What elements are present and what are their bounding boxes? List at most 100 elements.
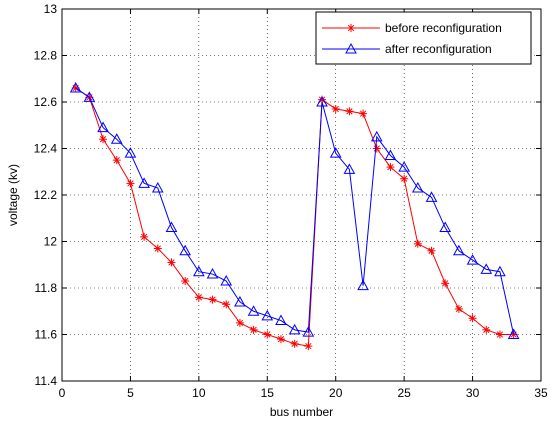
legend-marker-after <box>345 42 357 54</box>
data-point <box>151 181 164 193</box>
legend-box <box>315 11 532 65</box>
asterisk-stroke <box>99 136 107 143</box>
data-point <box>482 325 491 334</box>
asterisk-stroke <box>291 340 298 347</box>
asterisk-stroke <box>414 240 421 247</box>
data-point <box>359 109 368 118</box>
asterisk-stroke <box>455 305 463 313</box>
y-tick-label: 12.8 <box>34 49 58 63</box>
legend-label-after: after reconfiguration <box>385 42 492 56</box>
asterisk-stroke <box>305 342 312 350</box>
data-point <box>165 221 178 233</box>
data-point <box>208 295 217 304</box>
data-point <box>425 191 438 202</box>
y-tick-label: 12.6 <box>34 95 58 109</box>
data-point <box>343 163 356 174</box>
data-point <box>357 279 369 291</box>
plot-area <box>62 9 541 381</box>
asterisk-stroke <box>264 331 271 338</box>
data-point <box>112 156 121 165</box>
asterisk-stroke <box>223 301 230 308</box>
series-after-reconfiguration <box>69 82 520 339</box>
data-point <box>167 258 176 267</box>
data-point <box>427 246 436 255</box>
data-point <box>234 295 246 307</box>
y-axis-label: voltage (kv) <box>6 164 20 226</box>
asterisk-stroke <box>277 335 285 343</box>
data-point <box>194 293 203 302</box>
data-point <box>193 265 205 277</box>
legend-marker-triangle <box>345 42 357 54</box>
data-point <box>206 268 219 279</box>
asterisk-stroke <box>250 326 257 334</box>
data-point <box>181 277 190 286</box>
x-tick-label: 0 <box>59 386 66 400</box>
series-line <box>75 87 515 335</box>
data-point <box>468 314 477 323</box>
x-tick-label: 20 <box>329 386 343 400</box>
x-tick-label: 5 <box>127 386 134 400</box>
asterisk-stroke <box>442 280 449 287</box>
asterisk-stroke <box>346 108 353 115</box>
data-point <box>411 181 424 193</box>
data-point <box>453 244 465 256</box>
data-point <box>247 305 260 316</box>
asterisk-stroke <box>318 96 326 103</box>
x-tick-label: 25 <box>397 386 411 400</box>
data-point <box>329 147 342 158</box>
series-layer <box>69 82 520 351</box>
data-point <box>441 279 450 288</box>
asterisk-stroke <box>332 105 339 113</box>
x-tick-label: 15 <box>261 386 275 400</box>
asterisk-stroke <box>195 294 203 301</box>
asterisk-stroke <box>483 326 490 334</box>
asterisk-stroke <box>373 145 380 152</box>
asterisk-stroke <box>168 259 175 266</box>
asterisk-stroke <box>400 175 408 182</box>
data-point <box>69 82 82 93</box>
data-point <box>153 244 162 253</box>
data-point <box>466 254 479 265</box>
data-point <box>263 330 272 339</box>
asterisk-stroke <box>387 163 394 171</box>
data-point <box>372 144 381 153</box>
asterisk-stroke <box>496 331 504 338</box>
data-point <box>235 318 244 327</box>
data-point <box>97 121 109 133</box>
y-tick-label: 12.4 <box>34 142 58 156</box>
legend-marker-asterisk <box>347 24 355 32</box>
x-tick-label: 35 <box>534 386 548 400</box>
data-point <box>316 95 328 107</box>
data-point <box>494 265 506 277</box>
ticks: 0 5 10 15 20 25 30 35 11.4 11.6 11.8 12 12.2 12.4 12.6… <box>34 2 548 400</box>
y-tick-label: 13 <box>44 2 58 16</box>
data-point <box>261 309 274 321</box>
data-point <box>413 239 422 248</box>
data-point <box>99 135 108 144</box>
asterisk-stroke <box>428 247 435 254</box>
data-point <box>439 221 452 233</box>
legend-marker-before <box>347 24 355 32</box>
y-tick-label: 12.2 <box>34 188 58 202</box>
data-point <box>495 330 504 339</box>
asterisk-stroke <box>140 233 148 241</box>
asterisk-stroke <box>209 296 216 303</box>
data-point <box>507 328 520 339</box>
data-point <box>400 174 409 183</box>
y-tick-label: 12 <box>44 235 58 249</box>
data-point <box>249 325 258 334</box>
asterisk-stroke <box>236 319 244 327</box>
data-point <box>398 161 410 172</box>
data-point <box>83 91 96 102</box>
data-point <box>124 147 137 158</box>
y-tick-label: 11.6 <box>35 328 58 342</box>
data-point <box>480 263 493 274</box>
data-point <box>290 339 299 348</box>
data-point <box>345 107 354 116</box>
data-point <box>179 244 192 256</box>
asterisk-stroke <box>469 315 476 322</box>
legend-label-before: before reconfiguration <box>385 21 502 35</box>
data-point <box>386 163 395 172</box>
data-point <box>370 130 383 142</box>
